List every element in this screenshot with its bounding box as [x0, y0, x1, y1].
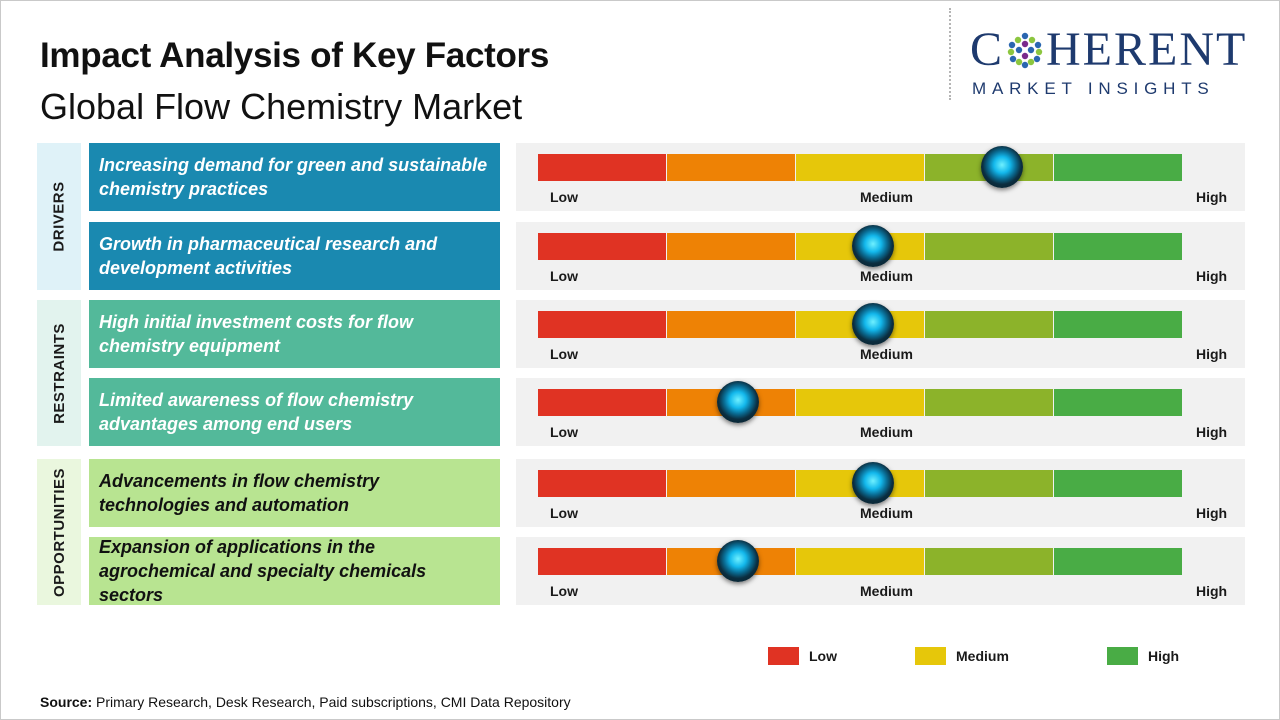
scale-segment: [1054, 311, 1182, 338]
logo-separator: [949, 8, 951, 100]
category-drivers: DRIVERS: [37, 143, 81, 290]
legend-swatch-low: [768, 647, 799, 665]
scale-label-high: High: [1196, 505, 1228, 521]
impact-marker-icon: [981, 146, 1024, 188]
factor-label: High initial investment costs for flow c…: [89, 300, 500, 368]
scale-segment: [667, 154, 795, 181]
category-label: OPPORTUNITIES: [50, 467, 68, 597]
scale-segment: [667, 311, 795, 338]
legend-item-high: High: [1107, 647, 1179, 665]
logo-text-end: HERENT: [1046, 23, 1248, 76]
source-note: Source: Primary Research, Desk Research,…: [40, 694, 571, 710]
scale-label-high: High: [1196, 189, 1228, 205]
logo-text-start: C: [970, 23, 1005, 76]
source-text: Primary Research, Desk Research, Paid su…: [92, 694, 571, 710]
scale-label-medium: Medium: [860, 346, 913, 362]
category-label: RESTRAINTS: [50, 322, 68, 424]
scale-segment: [667, 233, 795, 260]
scale-segment: [538, 389, 666, 416]
scale-segment: [925, 548, 1053, 575]
impact-scale-track: Low Medium High: [516, 378, 1245, 446]
scale-segment: [1054, 470, 1182, 497]
impact-scale-track: Low Medium High: [516, 300, 1245, 368]
category-label: DRIVERS: [50, 181, 68, 252]
scale-label-low: Low: [550, 583, 578, 599]
impact-marker-icon: [716, 381, 759, 423]
scale-segment: [925, 470, 1053, 497]
scale-label-medium: Medium: [860, 505, 913, 521]
factor-label: Advancements in flow chemistry technolog…: [89, 459, 500, 527]
scale-label-high: High: [1196, 424, 1228, 440]
scale-segment: [1054, 154, 1182, 181]
page-subtitle: Global Flow Chemistry Market: [40, 86, 523, 127]
scale-segment: [796, 154, 924, 181]
source-prefix: Source:: [40, 694, 93, 710]
scale-segment: [538, 233, 666, 260]
scale-label-high: High: [1196, 268, 1228, 284]
scale-segment: [796, 548, 924, 575]
legend-label-medium: Medium: [956, 648, 1009, 664]
scale-segment: [925, 389, 1053, 416]
company-logo: C HERENT: [970, 26, 1247, 74]
scale-label-high: High: [1196, 346, 1228, 362]
scale-label-high: High: [1196, 583, 1228, 599]
impact-marker-icon: [852, 225, 895, 267]
scale-segment: [538, 548, 666, 575]
legend-swatch-medium: [915, 647, 946, 665]
scale-segment: [1054, 389, 1182, 416]
impact-marker-icon: [716, 540, 759, 582]
scale-segment: [1054, 548, 1182, 575]
scale-segment: [538, 470, 666, 497]
page-title: Impact Analysis of Key Factors: [40, 36, 550, 75]
factor-label: Limited awareness of flow chemistry adva…: [89, 378, 500, 446]
scale-segment: [925, 311, 1053, 338]
impact-scale-track: Low Medium High: [516, 143, 1245, 211]
legend-item-low: Low: [768, 647, 837, 665]
scale-segment: [538, 311, 666, 338]
scale-segment: [1054, 233, 1182, 260]
scale-label-low: Low: [550, 189, 578, 205]
scale-segment: [538, 154, 666, 181]
factor-label: Expansion of applications in the agroche…: [89, 537, 500, 605]
logo-tagline: MARKET INSIGHTS: [972, 79, 1215, 98]
scale-label-medium: Medium: [860, 424, 913, 440]
impact-scale-track: Low Medium High: [516, 222, 1245, 290]
legend-item-medium: Medium: [915, 647, 1009, 665]
scale-label-low: Low: [550, 346, 578, 362]
scale-label-low: Low: [550, 505, 578, 521]
impact-scale-track: Low Medium High: [516, 537, 1245, 605]
legend-swatch-high: [1107, 647, 1138, 665]
scale-segment: [796, 389, 924, 416]
scale-segment: [667, 470, 795, 497]
category-restraints: RESTRAINTS: [37, 300, 81, 446]
legend-label-high: High: [1148, 648, 1180, 664]
impact-marker-icon: [852, 462, 895, 504]
scale-label-low: Low: [550, 268, 578, 284]
impact-scale-track: Low Medium High: [516, 459, 1245, 527]
factor-label: Increasing demand for green and sustaina…: [89, 143, 500, 211]
scale-label-low: Low: [550, 424, 578, 440]
impact-marker-icon: [852, 303, 895, 345]
scale-label-medium: Medium: [860, 268, 913, 284]
scale-label-medium: Medium: [860, 189, 913, 205]
logo-dots-icon: [1007, 32, 1043, 69]
factor-label: Growth in pharmaceutical research and de…: [89, 222, 500, 290]
category-opportunities: OPPORTUNITIES: [37, 459, 81, 605]
scale-label-medium: Medium: [860, 583, 913, 599]
legend-label-low: Low: [809, 648, 837, 664]
scale-segment: [925, 233, 1053, 260]
